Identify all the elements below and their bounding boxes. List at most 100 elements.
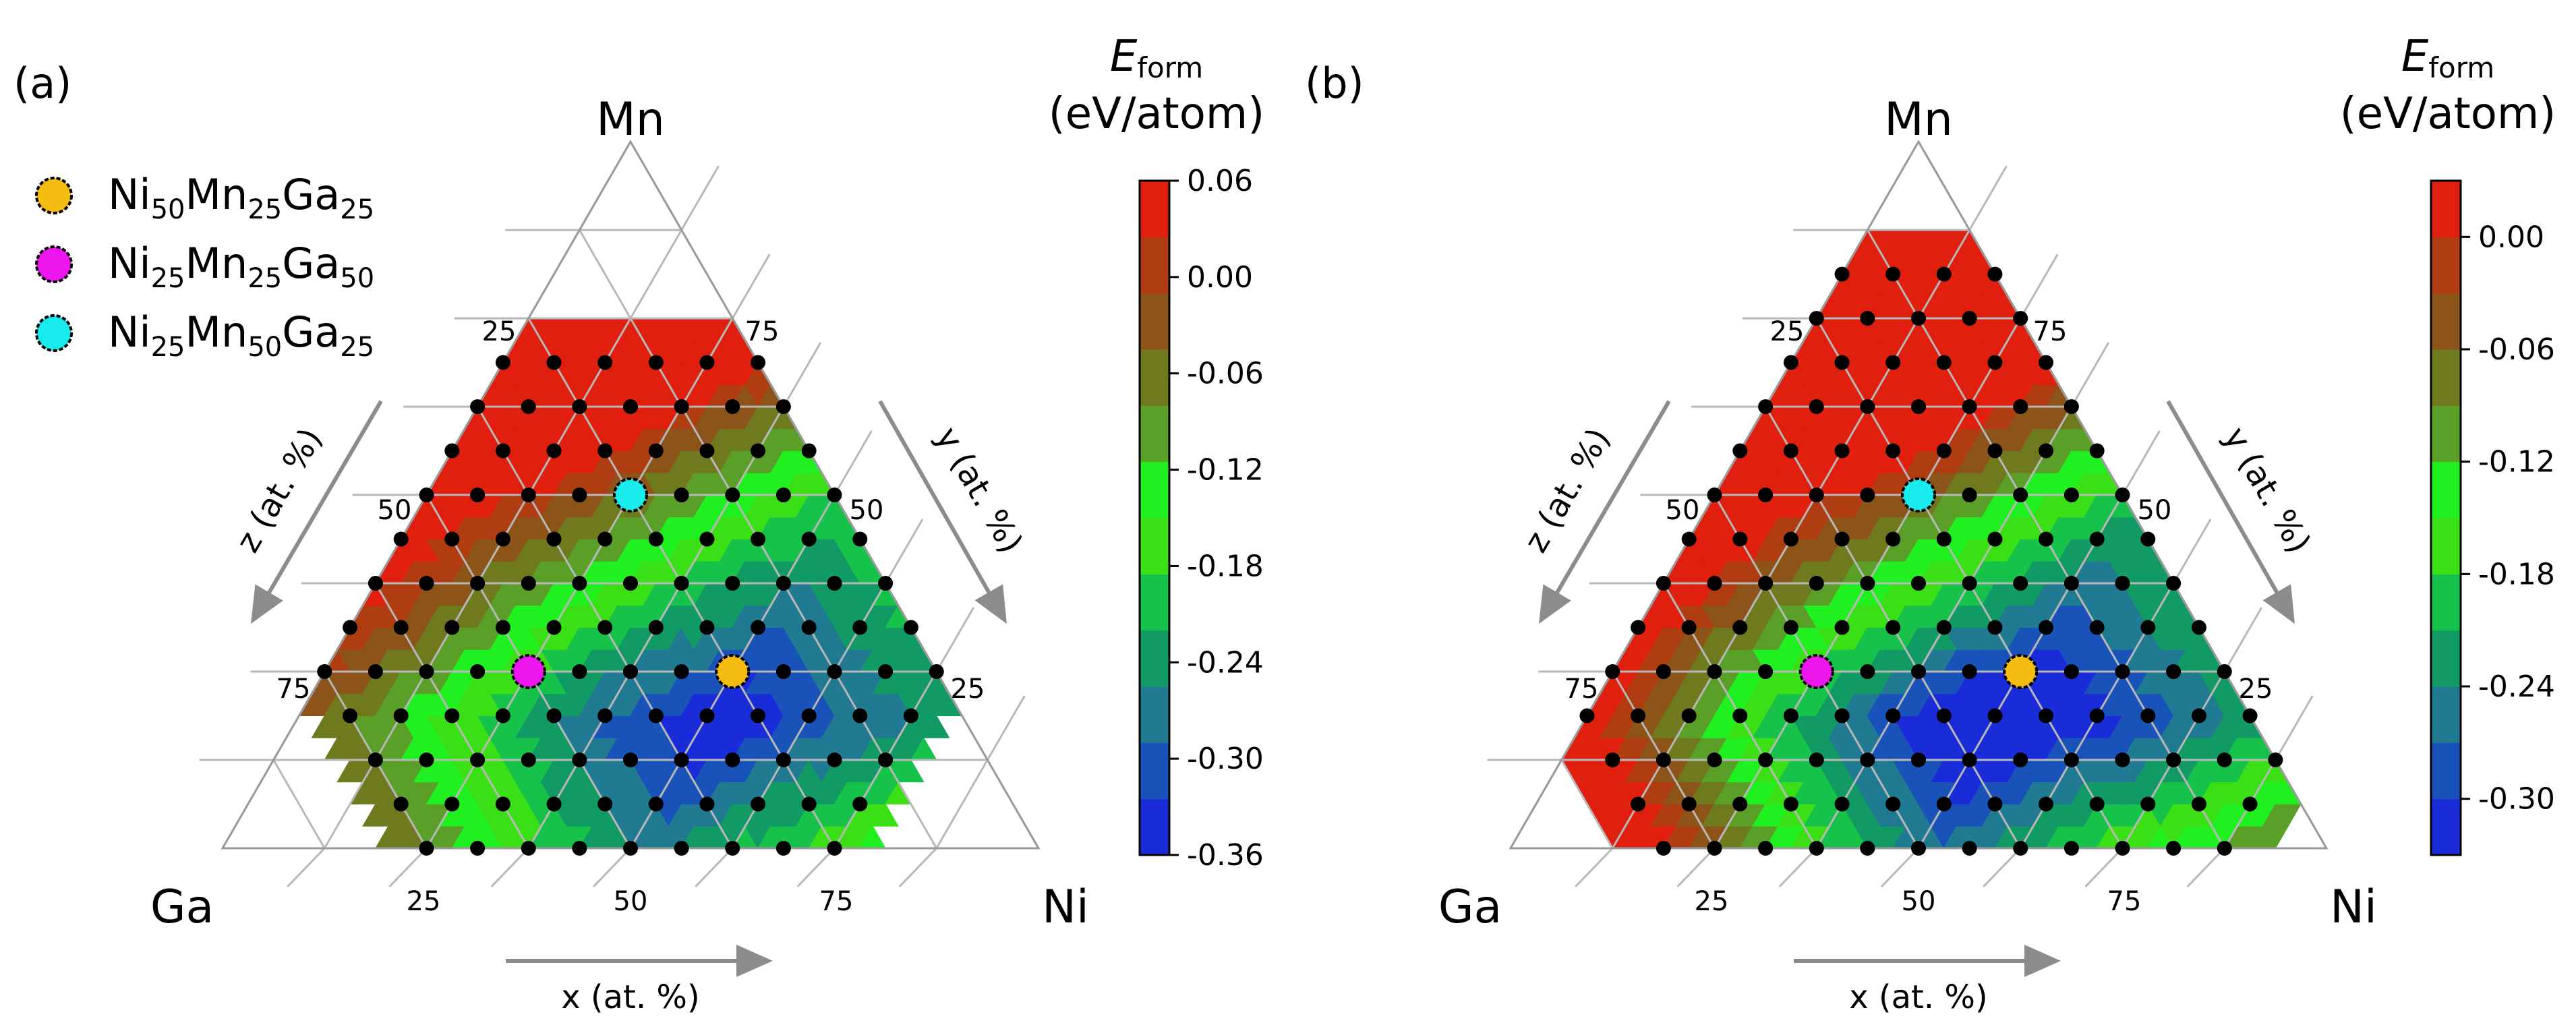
- data-point: [1860, 576, 1875, 591]
- right-axis-label-a: y (at. %): [928, 421, 1030, 560]
- grid-line: [935, 759, 989, 849]
- right-axis-arrow-a: [878, 400, 1007, 624]
- data-point: [2115, 488, 2130, 503]
- data-point: [1911, 664, 1926, 680]
- data-point: [674, 399, 689, 415]
- data-point: [801, 531, 817, 547]
- left-tick-50-b: 50: [1666, 495, 1700, 526]
- left-tick-25-a: 25: [482, 316, 517, 347]
- contour-cell: [872, 803, 899, 827]
- data-point: [2039, 355, 2054, 370]
- data-point: [470, 488, 486, 503]
- data-point: [1860, 841, 1875, 856]
- contour-cell: [923, 715, 950, 738]
- data-point: [2242, 708, 2258, 724]
- data-point: [2063, 664, 2079, 680]
- data-point: [2115, 664, 2130, 680]
- highlight-marker-1: [1798, 654, 1834, 690]
- data-point: [1707, 752, 1722, 768]
- data-point: [1962, 576, 1977, 591]
- data-point: [1860, 752, 1875, 768]
- right-tick-75-b: 75: [2033, 316, 2068, 347]
- tick-line: [1983, 847, 2022, 888]
- data-point: [1809, 752, 1824, 768]
- left-tick-25-b: 25: [1770, 316, 1805, 347]
- data-point: [419, 664, 434, 680]
- data-point: [648, 796, 664, 812]
- data-point: [1758, 576, 1774, 591]
- data-point: [1707, 664, 1722, 680]
- data-point: [1987, 266, 2003, 282]
- data-point: [699, 443, 715, 459]
- bottom-tick-25-b: 25: [1695, 886, 1729, 917]
- data-point: [495, 796, 510, 812]
- data-point: [2115, 841, 2130, 856]
- legend-a: Ni50Mn25Ga25 Ni25Mn25Ga50 Ni25Mn50Ga25: [35, 170, 374, 363]
- legend-label-0: Ni50Mn25Ga25: [108, 170, 374, 225]
- data-point: [1936, 531, 1952, 547]
- data-point: [470, 752, 486, 768]
- data-point: [751, 796, 766, 812]
- data-point: [1656, 664, 1671, 680]
- data-point: [1783, 443, 1798, 459]
- data-point: [1962, 841, 1977, 856]
- tick-line: [592, 847, 632, 888]
- data-point: [2140, 708, 2156, 724]
- colorbar-segment: [1140, 237, 1169, 294]
- data-point: [1936, 443, 1952, 459]
- data-point: [521, 488, 536, 503]
- data-point: [2217, 752, 2232, 768]
- data-point: [801, 708, 817, 724]
- colorbar-a: 0.06 0.00 -0.06 -0.12 -0.18 -0.24 -0.30 -0.36: [1138, 164, 1264, 873]
- data-point: [1962, 488, 1977, 503]
- data-point: [1885, 355, 1901, 370]
- data-point: [1681, 620, 1697, 635]
- bottom-tick-75-b: 75: [2107, 886, 2142, 917]
- data-point: [1962, 752, 1977, 768]
- colorbar-segment: [1140, 798, 1169, 856]
- data-point: [1885, 708, 1901, 724]
- colorbar-units-b: (eV/atom): [2340, 89, 2556, 139]
- data-point: [699, 531, 715, 547]
- data-point: [699, 620, 715, 635]
- data-point: [1834, 443, 1850, 459]
- colorbar-tick-label: -0.30: [1187, 742, 1264, 776]
- data-point: [1911, 399, 1926, 415]
- left-tick-75-b: 75: [1564, 674, 1599, 705]
- data-point: [648, 620, 664, 635]
- right-tick-25-a: 25: [951, 674, 985, 705]
- data-point: [521, 399, 536, 415]
- colorbar-segment: [1140, 518, 1169, 574]
- tick-line: [2070, 342, 2110, 407]
- data-point: [1962, 311, 1977, 326]
- data-point: [495, 355, 510, 370]
- data-point: [1936, 796, 1952, 812]
- corner-left-a: Ga: [150, 881, 214, 934]
- data-point: [1783, 355, 1798, 370]
- data-point: [597, 443, 613, 459]
- legend-label-2: Ni25Mn50Ga25: [108, 307, 374, 363]
- tick-line: [2275, 695, 2314, 761]
- data-point: [1579, 708, 1595, 724]
- legend-marker-0: [35, 177, 73, 214]
- data-point: [444, 443, 460, 459]
- data-point: [521, 841, 536, 856]
- data-point: [2166, 664, 2182, 680]
- left-axis-label-a: z (at. %): [229, 421, 330, 558]
- data-point: [470, 664, 486, 680]
- colorbar-tick-label: -0.36: [1187, 838, 1264, 873]
- data-point: [1860, 311, 1875, 326]
- data-point: [801, 620, 817, 635]
- data-point: [2063, 576, 2079, 591]
- data-point: [572, 841, 587, 856]
- data-point: [1962, 664, 1977, 680]
- data-point: [2013, 488, 2028, 503]
- data-point: [1911, 576, 1926, 591]
- data-point: [623, 576, 638, 591]
- data-point: [725, 576, 740, 591]
- data-point: [1783, 796, 1798, 812]
- data-point: [2063, 399, 2079, 415]
- data-point: [1707, 841, 1722, 856]
- left-axis-label-b: z (at. %): [1517, 421, 1618, 558]
- contour-region-a: [298, 318, 963, 849]
